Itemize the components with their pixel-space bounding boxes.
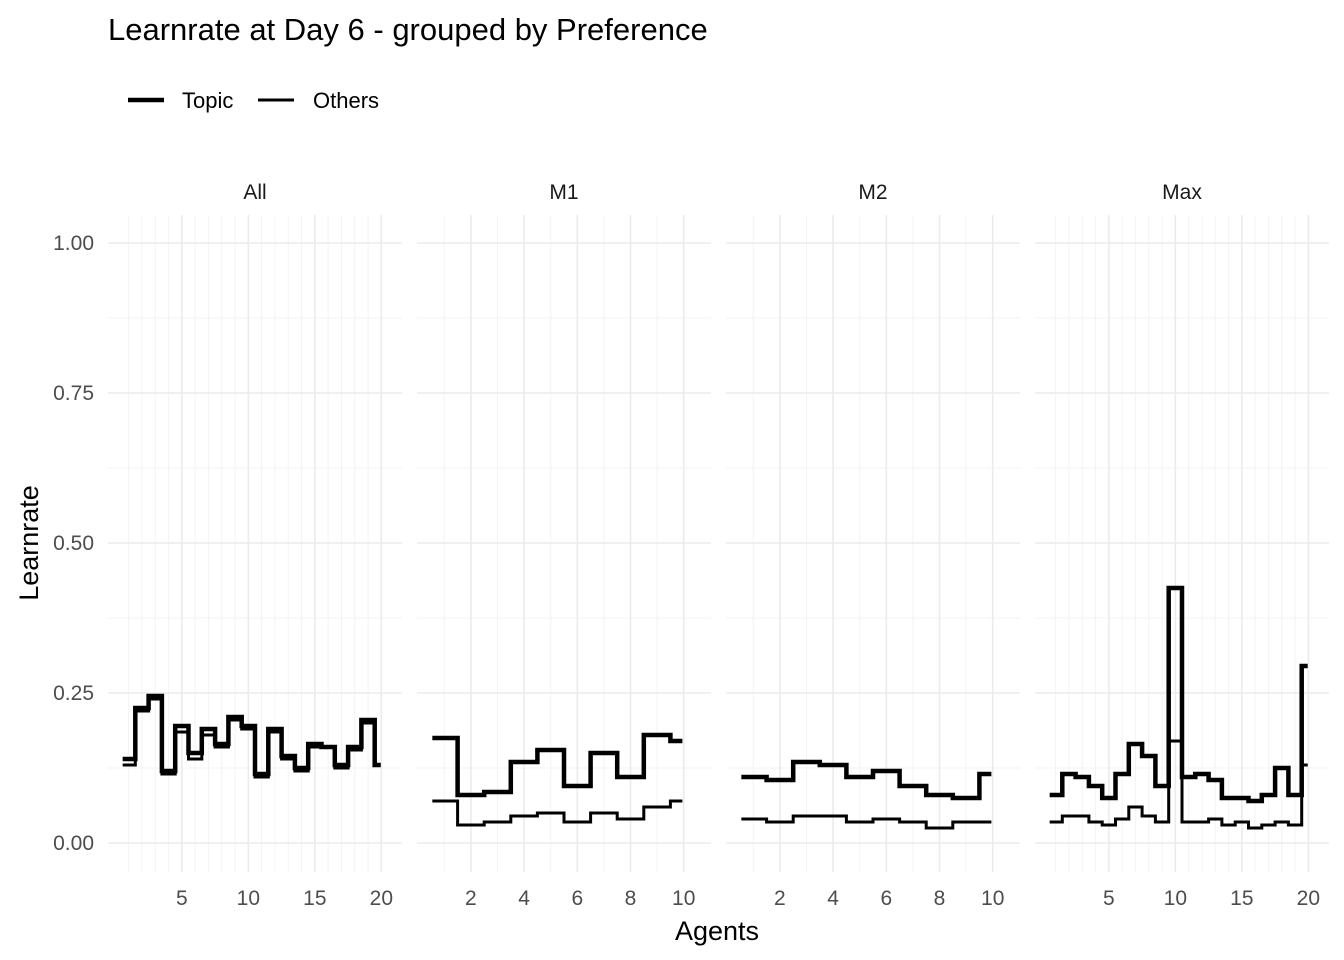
x-tick-label: 20 — [370, 887, 393, 910]
y-axis-title: Learnrate — [14, 485, 44, 601]
x-tick-label: 15 — [303, 887, 326, 910]
legend: Topic Others — [128, 88, 379, 113]
x-tick-label: 6 — [571, 887, 583, 910]
x-axis-title: Agents — [675, 916, 759, 946]
series-line-others — [432, 799, 683, 827]
x-tick-label: 2 — [774, 887, 786, 910]
x-tick-label: 2 — [465, 887, 477, 910]
panel-m2: M2 2 4 6 8 10 — [726, 181, 1020, 910]
chart-title: Learnrate at Day 6 - grouped by Preferen… — [108, 12, 708, 47]
y-tick-label: 0.00 — [53, 832, 94, 855]
x-tick-label: 5 — [176, 887, 188, 910]
x-tick-label: 8 — [625, 887, 637, 910]
panel-strip-label: All — [243, 181, 266, 204]
x-tick-label: 20 — [1297, 887, 1320, 910]
x-tick-label: 4 — [518, 887, 530, 910]
panel-strip-label: M1 — [549, 181, 578, 204]
x-tick-label: 6 — [880, 887, 892, 910]
legend-label-topic: Topic — [182, 88, 233, 113]
y-tick-label: 0.50 — [53, 532, 94, 555]
y-tick-label: 0.75 — [53, 382, 94, 405]
y-axis-ticks: 0.00 0.25 0.50 0.75 1.00 — [53, 232, 94, 855]
series-line-others — [122, 697, 381, 779]
series-line-others — [1049, 739, 1308, 830]
panel-all: All 5 10 15 20 — [108, 181, 402, 910]
series-line-others — [741, 814, 992, 830]
x-tick-label: 10 — [981, 887, 1004, 910]
panel-max: Max 5 10 15 20 — [1035, 181, 1329, 910]
x-tick-label: 10 — [1164, 887, 1187, 910]
panel-strip-label: Max — [1162, 181, 1202, 204]
series-line-topic — [741, 759, 992, 801]
series-line-topic — [432, 732, 683, 798]
y-tick-label: 0.25 — [53, 682, 94, 705]
x-tick-label: 10 — [237, 887, 260, 910]
x-tick-label: 8 — [934, 887, 946, 910]
x-tick-label: 5 — [1103, 887, 1115, 910]
panel-strip-label: M2 — [858, 181, 887, 204]
x-tick-label: 10 — [672, 887, 695, 910]
x-tick-label: 15 — [1230, 887, 1253, 910]
panel-m1: M1 2 4 6 8 10 — [417, 181, 711, 910]
legend-label-others: Others — [313, 88, 379, 113]
x-tick-label: 4 — [827, 887, 839, 910]
y-tick-label: 1.00 — [53, 232, 94, 255]
series-line-topic — [1049, 585, 1308, 804]
